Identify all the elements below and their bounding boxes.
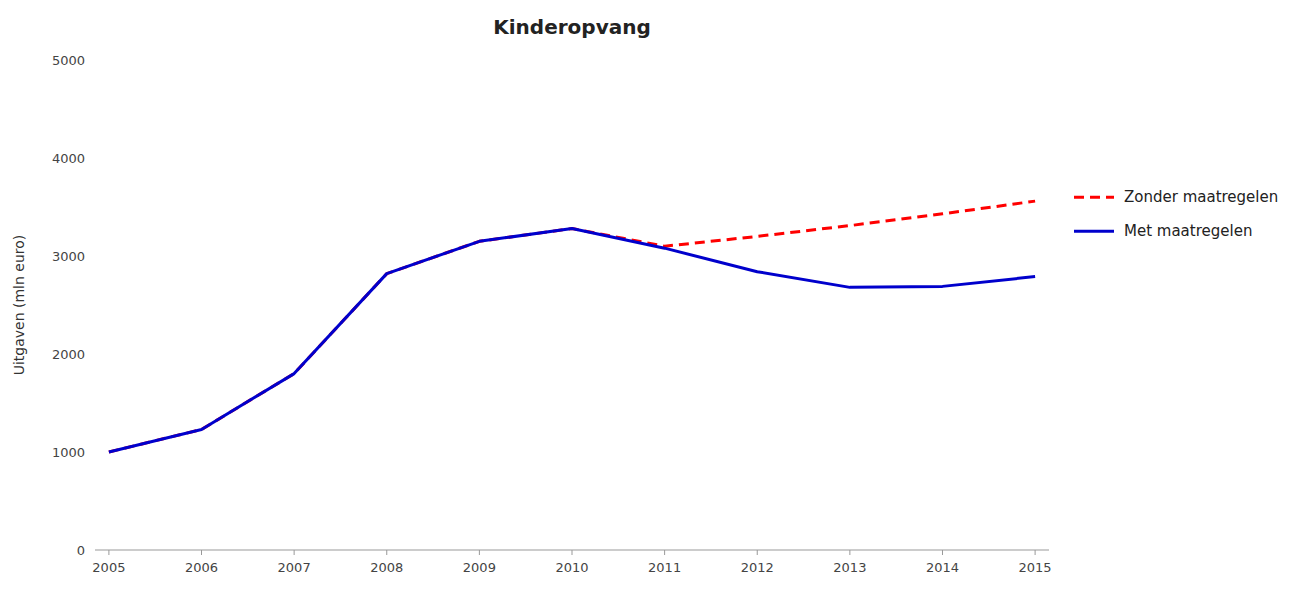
legend-swatch	[1074, 230, 1114, 233]
y-tick-label: 0	[77, 543, 85, 558]
x-tick-label: 2010	[555, 560, 588, 575]
x-tick-label: 2006	[185, 560, 218, 575]
x-tick-label: 2009	[463, 560, 496, 575]
series-group	[109, 201, 1035, 452]
x-tick	[479, 550, 480, 555]
x-tick	[1035, 550, 1036, 555]
legend-label: Met maatregelen	[1124, 222, 1252, 240]
y-axis-label: Uitgaven (mln euro)	[11, 235, 27, 376]
y-tick-label: 2000	[52, 347, 85, 362]
x-tick	[108, 550, 109, 555]
y-tick-label: 5000	[52, 53, 85, 68]
series-line	[109, 229, 1035, 452]
x-tick-label: 2007	[278, 560, 311, 575]
x-tick-label: 2013	[833, 560, 866, 575]
x-tick	[572, 550, 573, 555]
x-tick-label: 2008	[370, 560, 403, 575]
x-axis: 2005 2006 2007 2008 2009 2010 2011 2012 2013 2014…	[92, 550, 1051, 575]
y-axis: 0 1000 2000 3000 4000 5000	[52, 53, 85, 558]
y-tick-label: 1000	[52, 445, 85, 460]
x-tick	[664, 550, 665, 555]
y-tick-label: 3000	[52, 249, 85, 264]
x-tick-label: 2011	[648, 560, 681, 575]
x-tick-label: 2005	[92, 560, 125, 575]
legend-label: Zonder maatregelen	[1124, 188, 1278, 206]
legend-swatch	[1074, 196, 1114, 199]
x-tick	[201, 550, 202, 555]
series-line	[109, 201, 1035, 452]
x-tick-label: 2014	[926, 560, 959, 575]
y-tick-label: 4000	[52, 151, 85, 166]
x-tick-label: 2012	[741, 560, 774, 575]
legend: Zonder maatregelen Met maatregelen	[1074, 188, 1278, 240]
x-tick	[386, 550, 387, 555]
x-tick	[849, 550, 850, 555]
chart-container: Kinderopvang Uitgaven (mln euro) 0 1000 2000…	[0, 0, 1299, 600]
x-tick	[294, 550, 295, 555]
chart: Kinderopvang Uitgaven (mln euro) 0 1000 2000…	[0, 0, 1299, 600]
x-tick-label: 2015	[1019, 560, 1052, 575]
x-tick	[757, 550, 758, 555]
x-tick	[942, 550, 943, 555]
title: Kinderopvang	[493, 15, 650, 39]
